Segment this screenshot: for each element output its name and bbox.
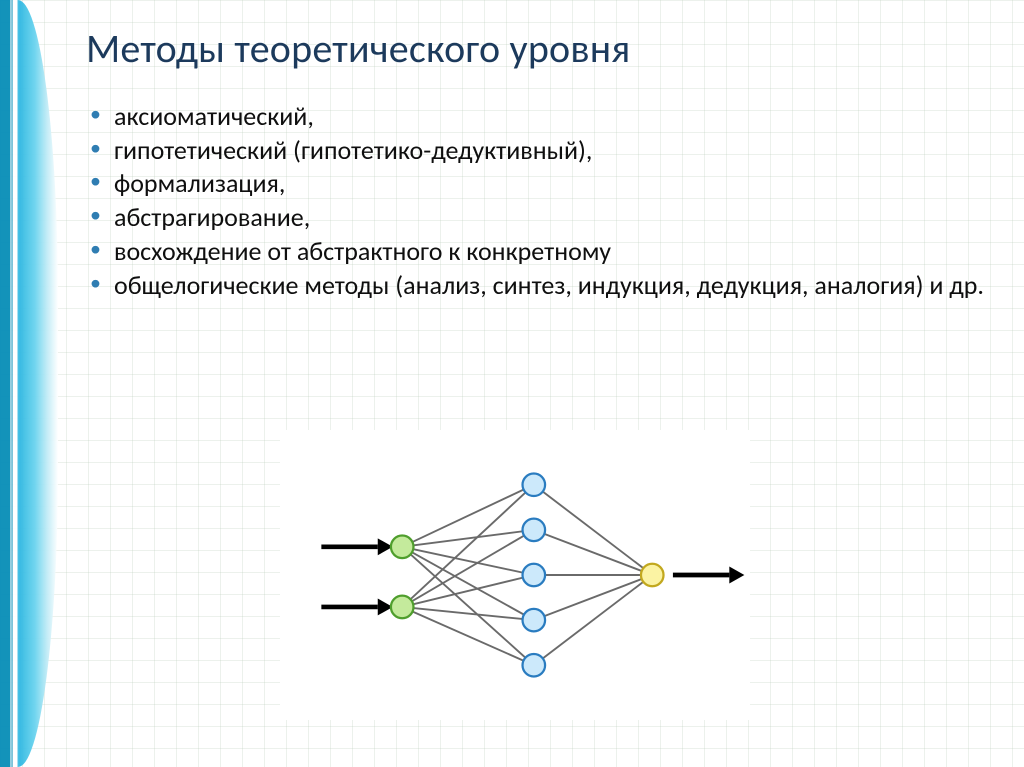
arrow-head-icon: [729, 567, 744, 584]
bullet-item: восхождение от абстрактного к конкретном…: [114, 236, 994, 268]
input-node: [391, 536, 414, 559]
bullet-item: формализация,: [114, 168, 994, 200]
input-node: [391, 596, 414, 619]
bullet-item: аксиоматический,: [114, 101, 994, 133]
page-title: Методы теоретического уровня: [86, 24, 994, 73]
hidden-node: [523, 609, 546, 632]
hidden-node: [523, 564, 546, 587]
content-area: Методы теоретического уровня аксиоматиче…: [86, 24, 994, 303]
hidden-node: [523, 473, 546, 496]
slide: Методы теоретического уровня аксиоматиче…: [0, 0, 1024, 767]
network-svg: [280, 430, 750, 720]
output-node: [641, 564, 664, 587]
bullet-item: абстрагирование,: [114, 202, 994, 234]
hidden-node: [523, 654, 546, 677]
bullet-item: общелогические методы (анализ, синтез, и…: [114, 270, 994, 302]
neural-network-diagram: [280, 430, 750, 720]
hidden-node: [523, 519, 546, 542]
left-decoration: [0, 0, 58, 767]
bullet-item: гипотетический (гипотетико-дедуктивный),: [114, 135, 994, 167]
bullet-list: аксиоматический, гипотетический (гипотет…: [86, 101, 994, 301]
